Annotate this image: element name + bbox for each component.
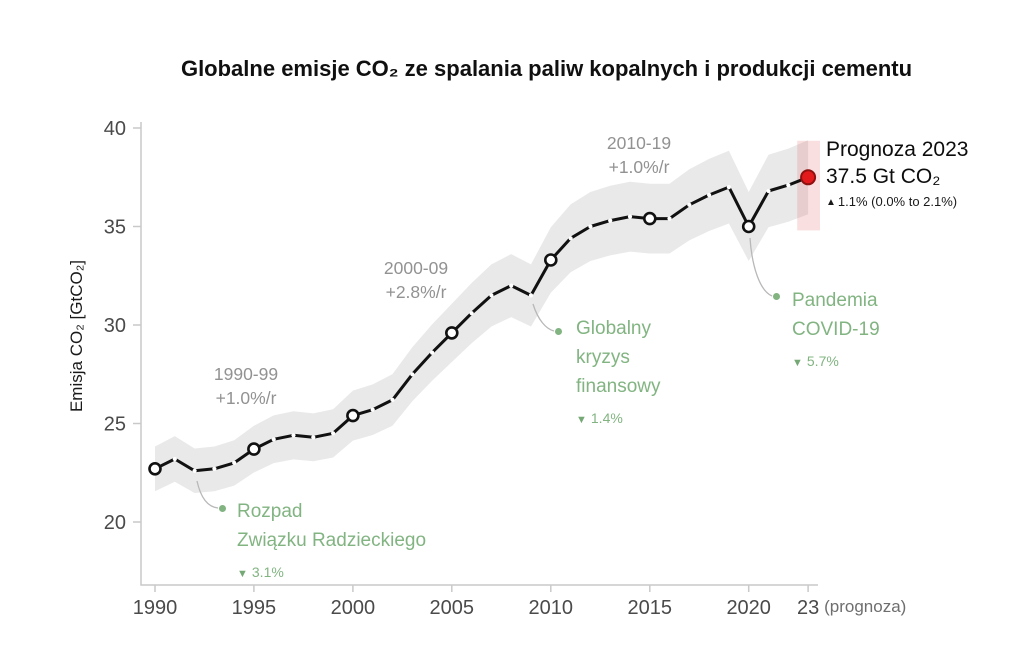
year-dot [430, 350, 435, 355]
year-dot [568, 236, 573, 241]
year-dot [588, 224, 593, 229]
event-line: finansowy [576, 376, 661, 397]
year-dot [212, 466, 217, 471]
year-dot [509, 283, 514, 288]
x-tick-label: 2015 [628, 597, 673, 619]
year-dot [232, 460, 237, 465]
year-dot [192, 468, 197, 473]
x-tick-label: 1990 [133, 597, 178, 619]
growth-annotation-2000s: 2000-09 +2.8%/r [351, 256, 481, 304]
emissions-line [153, 175, 810, 473]
data-point-marker [346, 408, 360, 423]
growth-period: 2000-09 [383, 258, 449, 278]
x-tick-label: 2000 [331, 597, 376, 619]
event-line: Pandemia [792, 290, 878, 311]
x-tick-label: 2010 [529, 597, 574, 619]
event-annotation-soviet-collapse: Rozpad Związku Radzieckiego ▼ 3.1% [237, 497, 426, 589]
year-dot [707, 192, 712, 198]
year-dot [687, 202, 692, 207]
down-triangle-icon: ▼ [792, 357, 803, 369]
event-drop-value: 3.1% [251, 564, 284, 580]
forecast-annotation: Prognoza 2023 37.5 Gt CO₂ ▲ 1.1% (0.0% to… [826, 136, 968, 209]
y-tick-label: 25 [104, 414, 126, 436]
growth-period: 2010-19 [606, 133, 672, 153]
growth-period: 1990-99 [213, 364, 279, 384]
event-line: COVID-19 [792, 319, 880, 340]
forecast-change-text: 1.1% (0.0% to 2.1%) [837, 194, 958, 209]
growth-rate: +2.8%/r [385, 282, 447, 302]
year-dot [410, 372, 415, 377]
axis-lines [140, 122, 818, 586]
data-point-marker [741, 219, 756, 234]
year-dot [726, 185, 732, 190]
y-tick-label: 30 [104, 315, 126, 337]
down-triangle-icon: ▼ [576, 414, 587, 426]
x-tick-label: 1995 [232, 597, 277, 619]
year-dot [627, 214, 633, 219]
year-dot [370, 407, 375, 412]
event-line: Związku Radzieckiego [237, 530, 427, 551]
uncertainty-band [155, 140, 809, 494]
growth-rate: +1.0%/r [215, 388, 277, 408]
year-dot [766, 188, 771, 194]
forecast-title: Prognoza 2023 [826, 138, 969, 161]
event-line: Rozpad [237, 501, 303, 522]
event-line: Globalny [576, 318, 651, 339]
year-dot [172, 456, 177, 462]
data-point-marker [247, 442, 261, 456]
event-drop: ▼ 3.1% [237, 558, 426, 589]
callout-financial-crisis [532, 303, 555, 332]
year-dot [390, 397, 395, 402]
year-dot [608, 218, 613, 223]
y-tick-label: 35 [104, 217, 126, 239]
x-axis-suffix: (prognoza) [824, 597, 906, 616]
callout-covid-pandemic [749, 237, 773, 297]
up-triangle-icon: ▲ [826, 197, 836, 208]
year-dot [291, 433, 296, 438]
growth-annotation-1990s: 1990-99 +1.0%/r [181, 362, 311, 410]
event-drop-value: 1.4% [590, 410, 623, 426]
year-dot [786, 183, 791, 188]
year-dot [489, 293, 494, 298]
data-point-marker [148, 461, 162, 476]
event-drop: ▼ 1.4% [576, 404, 661, 435]
year-dot [469, 311, 474, 316]
event-callout-dot [555, 328, 562, 335]
event-drop-value: 5.7% [806, 353, 839, 369]
callout-soviet-collapse [196, 480, 219, 509]
growth-annotation-2010s: 2010-19 +1.0%/r [574, 131, 704, 179]
year-dot [667, 216, 672, 221]
event-annotation-financial-crisis: Globalny kryzys finansowy ▼ 1.4% [576, 314, 661, 435]
down-triangle-icon: ▼ [237, 568, 248, 580]
year-dot [311, 435, 316, 440]
event-drop: ▼ 5.7% [792, 347, 880, 378]
growth-rate: +1.0%/r [608, 157, 670, 177]
year-dot [528, 293, 534, 298]
event-annotation-covid-pandemic: Pandemia COVID-19 ▼ 5.7% [792, 286, 880, 378]
year-dot [331, 431, 336, 436]
x-tick-label: 2005 [430, 597, 475, 619]
forecast-point [800, 169, 817, 186]
event-callout-dot [219, 505, 226, 512]
forecast-uncertainty-band [797, 140, 820, 231]
forecast-value: 37.5 Gt CO₂ [826, 165, 941, 188]
event-callout-dot [773, 293, 780, 300]
event-line: kryzys [576, 347, 630, 368]
x-tick-label: 23 [797, 597, 819, 619]
x-tick-label: 2020 [726, 597, 771, 619]
y-tick-label: 40 [104, 118, 126, 140]
chart-title: Globalne emisje CO₂ ze spalania paliw ko… [180, 56, 913, 81]
year-dot [271, 437, 276, 442]
forecast-change: ▲ 1.1% (0.0% to 2.1%) [826, 194, 968, 209]
data-point-marker [642, 211, 657, 226]
data-point-marker [543, 253, 558, 267]
data-point-marker [444, 326, 459, 340]
y-tick-label: 20 [104, 512, 126, 534]
